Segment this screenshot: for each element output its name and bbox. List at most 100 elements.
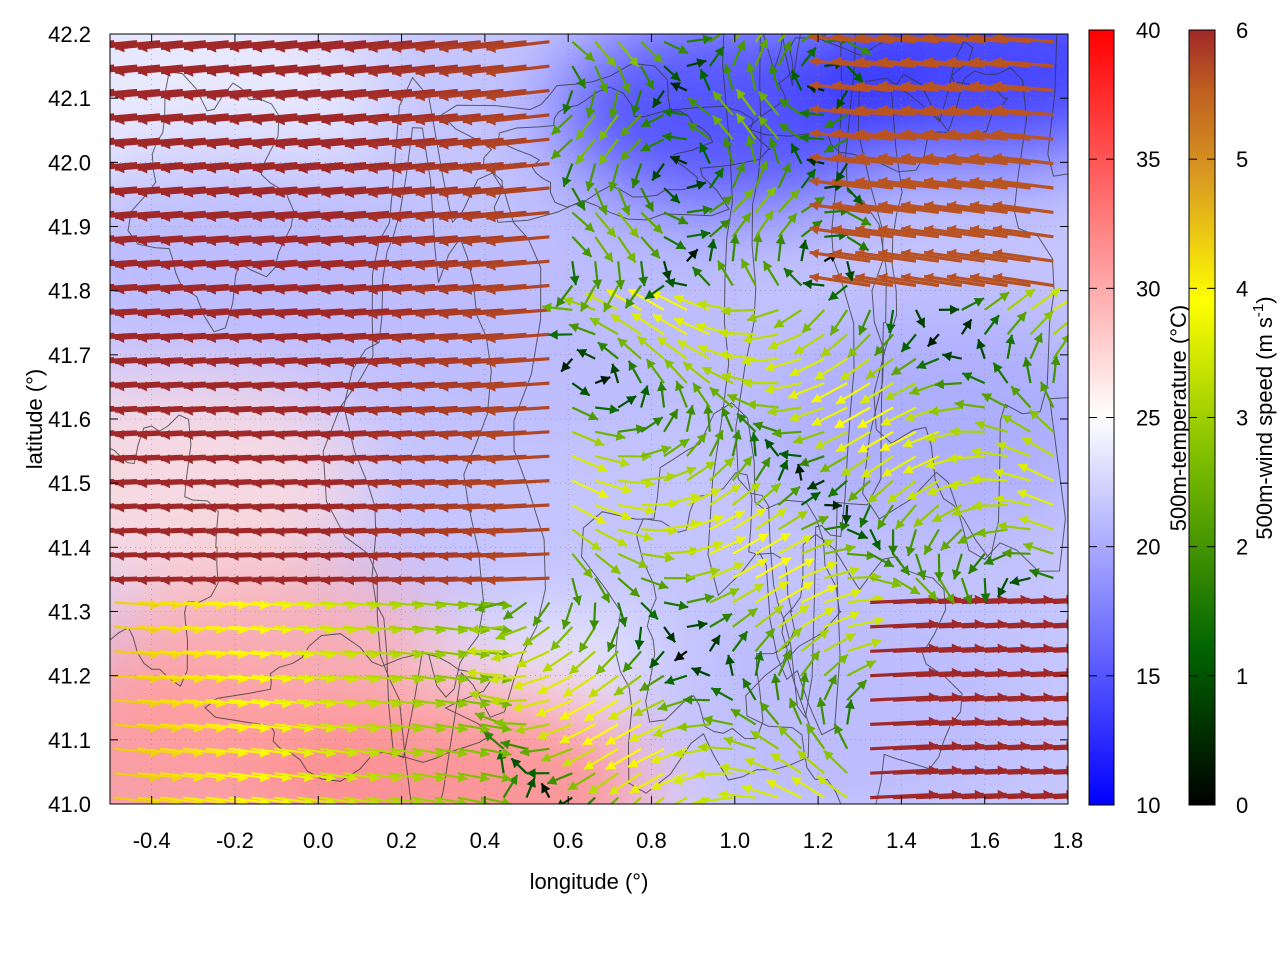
wind-vector-head (766, 16, 776, 26)
x-tick-label: 1.4 (886, 828, 917, 853)
wind-vector-head (69, 309, 78, 319)
wind-colorbar-label-close: ) (1252, 296, 1277, 303)
wind-vector-head (69, 188, 78, 198)
wind-vector-head (1076, 290, 1086, 299)
wind-vector (46, 456, 114, 459)
wind-vector (46, 66, 114, 72)
temperature-colorbar-label: 500m-temperature (°C) (1166, 305, 1191, 531)
y-tick-label: 41.2 (48, 664, 91, 689)
x-tick-label: 1.6 (969, 828, 1000, 853)
wind-vector (46, 578, 114, 580)
wind-vector-head (92, 163, 101, 173)
wind-vector-head (92, 478, 101, 488)
wind-vector-head (615, 810, 625, 820)
x-tick-label: -0.2 (216, 828, 254, 853)
temperature-colorbar-tick-label: 25 (1136, 406, 1160, 431)
y-tick-label: 41.3 (48, 600, 91, 625)
wind-vector-head (46, 381, 55, 391)
y-tick-label: 42.1 (48, 86, 91, 111)
wind-vector-head (92, 406, 101, 416)
wind-vector-head (46, 115, 55, 125)
x-tick-label: 0.8 (636, 828, 667, 853)
y-tick-label: 41.8 (48, 279, 91, 304)
wind-vector-head (1070, 312, 1080, 322)
wind-vector-head (635, 810, 645, 819)
wind-vector-head (92, 551, 101, 561)
temperature-colorbar-tick-label: 35 (1136, 147, 1160, 172)
wind-colorbar-tick-label: 0 (1236, 793, 1248, 818)
wind-vector-head (46, 502, 55, 512)
wind-vector (46, 505, 114, 508)
y-tick-label: 41.9 (48, 215, 91, 240)
wind-vector-head (69, 381, 78, 391)
wind-vector-head (69, 502, 78, 512)
wind-vector-head (655, 807, 665, 816)
wind-vector-head (576, 805, 586, 815)
wind-vector-head (92, 381, 101, 391)
wind-colorbar-label: 500m-wind speed (m s-1) (1250, 296, 1277, 539)
y-tick-label: 41.5 (48, 471, 91, 496)
wind-colorbar-label-superscript: -1 (1250, 304, 1267, 317)
wind-vector-head (92, 527, 101, 537)
wind-vector-head (92, 575, 101, 585)
y-axis-label: latitude (°) (22, 369, 47, 470)
wind-vector-head (46, 260, 55, 270)
wind-vector-head (46, 188, 55, 198)
x-tick-label: 1.8 (1053, 828, 1084, 853)
temperature-colorbar-tick-label: 40 (1136, 18, 1160, 43)
wind-vector-head (46, 575, 55, 585)
y-tick-label: 42.2 (48, 22, 91, 47)
x-tick-label: 1.2 (803, 828, 834, 853)
wind-vector (46, 529, 114, 532)
wind-vector-head (92, 42, 101, 52)
wind-vector-head (46, 66, 56, 76)
wind-vector (46, 310, 114, 314)
wind-vector (46, 334, 114, 338)
wind-vector-head (92, 285, 101, 295)
wind-vector (46, 261, 114, 266)
wind-colorbar-tick-label: 5 (1236, 147, 1248, 172)
wind-vector-head (69, 67, 78, 77)
x-tick-label: 0.2 (386, 828, 417, 853)
y-tick-label: 42.0 (48, 150, 91, 175)
x-tick-label: 0.4 (470, 828, 501, 853)
wind-vector-head (92, 333, 101, 343)
wind-colorbar-tick-label: 1 (1236, 664, 1248, 689)
wind-vector-head (92, 67, 101, 77)
wind-vector-head (69, 260, 78, 270)
wind-vector-head (69, 333, 78, 343)
wind-vector-head (92, 260, 101, 270)
wind-vector-head (69, 454, 78, 464)
wind-vector (46, 115, 114, 121)
wind-vector-head (92, 188, 101, 198)
wind-colorbar-tick-label: 2 (1236, 535, 1248, 560)
wind-vector-head (92, 139, 101, 149)
x-tick-label: 0.0 (303, 828, 334, 853)
wind-vector-head (46, 139, 55, 149)
wind-vector-head (92, 115, 101, 125)
x-axis-label: longitude (°) (530, 869, 649, 894)
x-tick-label: 1.0 (719, 828, 750, 853)
wind-vector-head (744, 18, 754, 28)
wind-vector-head (596, 809, 606, 819)
temperature-colorbar-tick-label: 20 (1136, 535, 1160, 560)
wind-vector-head (46, 309, 55, 319)
wind-vector-head (46, 333, 55, 343)
wind-vector-head (46, 454, 55, 464)
wind-vector-head (92, 236, 101, 246)
wind-vector-head (69, 115, 78, 125)
y-tick-label: 41.4 (48, 535, 91, 560)
x-tick-label: -0.4 (133, 828, 171, 853)
wind-vector (46, 432, 114, 435)
wind-vector-head (69, 575, 78, 585)
temperature-colorbar-tick-label: 30 (1136, 276, 1160, 301)
wind-vector-head (722, 25, 732, 34)
wind-vector-head (790, 19, 800, 29)
wind-colorbar-label-main: 500m-wind speed (m s (1252, 317, 1277, 540)
wind-colorbar-tick-label: 4 (1236, 276, 1248, 301)
wind-vector-head (92, 357, 101, 367)
